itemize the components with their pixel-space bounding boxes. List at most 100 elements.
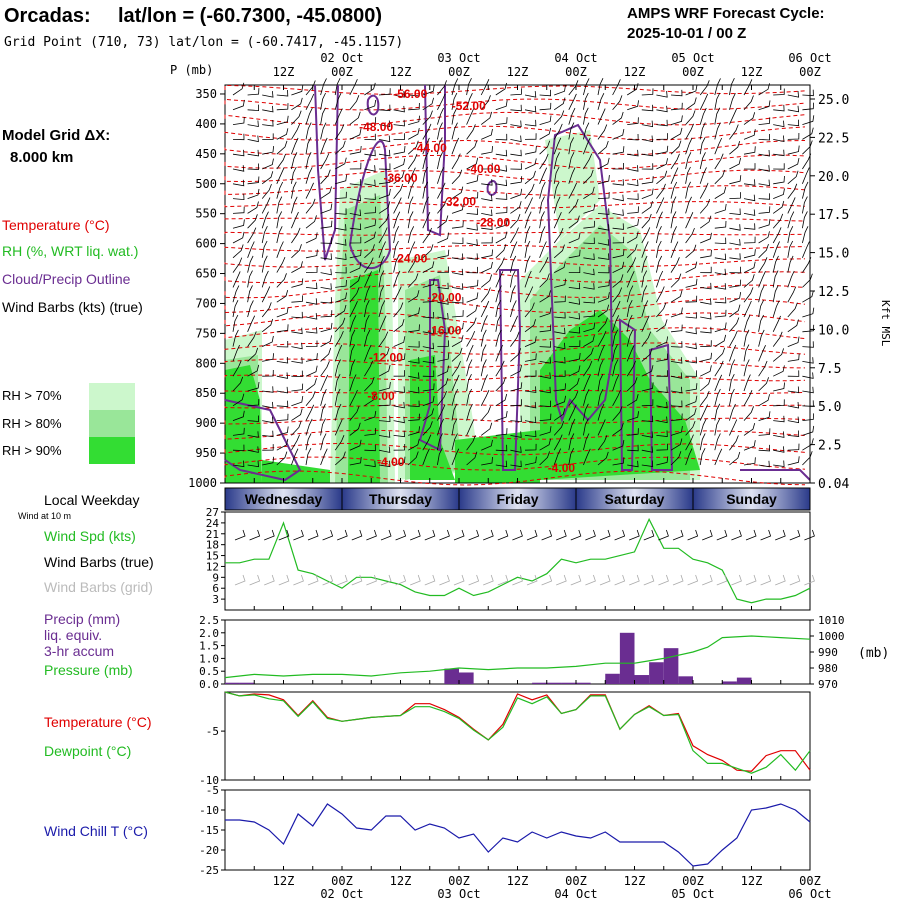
wind-barb [466,239,478,246]
wind-barb [597,93,605,110]
wind-barb [743,274,755,288]
wind-barb [393,211,401,229]
wind-barb [349,249,362,259]
wind-barb [364,149,376,157]
wind-barb [583,153,593,170]
wind-barb [714,388,721,406]
wind-barb [685,166,691,184]
wind-barb [729,239,741,246]
wind-barb [262,416,274,424]
wind-barb [335,208,347,215]
wind-barb [408,324,420,333]
weekday-bar: Wednesday Thursday Friday Saturday Sunday [224,487,811,511]
y-tick-label: -20 [199,844,219,857]
wind-barb [276,426,289,436]
wind-barb [510,213,521,229]
wind-barb [627,411,639,421]
wind-barb [539,290,551,303]
precip-bar [239,682,255,684]
wind-barb [670,451,682,466]
wind-barb [700,282,712,290]
wind-barb [700,298,712,305]
wind-barb [656,197,665,214]
wind-barb [758,271,766,288]
wind-barb [626,329,634,347]
wind-barb [641,227,651,244]
wind-barb [293,529,304,541]
wind-barb [334,330,344,347]
wind-barb [743,95,754,111]
wind-barb [408,307,420,318]
wind-barb [334,344,343,362]
wind-barb [524,240,531,258]
wind-barb [364,300,370,318]
wind-barb [247,149,259,157]
wind-barb [378,415,391,423]
wind-barb [539,400,552,408]
wind-barb [349,145,362,155]
wind-barb [497,529,509,541]
wind-barb [407,226,415,244]
wind-barb [364,329,371,347]
temperature-contour-label: -52.00 [452,99,486,113]
y-tick-label: -15 [199,824,219,837]
wind-barb [291,357,303,364]
wind-barb [614,529,626,541]
wind-barb [773,460,785,467]
wind-barb [349,128,362,140]
wind-barb [583,78,590,96]
wind-barb [627,206,639,214]
bottom-time-label: 00Z [331,874,353,888]
wind-barb [453,529,465,541]
wind-barb [773,104,785,112]
wind-barb [262,133,274,140]
wind-barb [393,119,405,127]
wind-barb [627,149,639,157]
wind-barb [349,209,362,216]
wind-barb-grid [497,574,509,586]
wind-barb [451,433,458,451]
wind-barb [378,188,391,199]
wind-barb [729,175,742,185]
wind-barb [495,300,502,318]
wind-barb [393,170,405,185]
wind-barb [716,529,728,541]
wind-barb [481,179,493,186]
wind-barb [758,133,771,141]
wind-barb [393,386,405,393]
wind-barb [335,157,347,170]
wind-barb [320,322,333,333]
wind-barb [291,434,300,451]
wind-barb [641,315,650,332]
y-tick-label: -5 [206,784,219,797]
wind-barb [291,295,303,303]
wind-barb [451,92,458,110]
wind-barb [305,137,312,155]
wind-barb [334,374,341,392]
wind-barb [670,181,678,199]
wind-barb [729,208,741,215]
wind-barb [612,163,624,170]
wind-barb [349,236,362,244]
wind-barb [466,388,472,406]
wind-barb [612,111,624,125]
wind-barb [641,241,649,258]
wind-barb [802,357,814,364]
wind-barb [232,444,245,452]
wind-barb [612,300,621,318]
wind-barb [276,153,286,170]
wind-barb [670,115,683,125]
wind-barb [731,529,742,541]
wind-barb [407,241,416,258]
height-tick-label: 17.5 [818,208,849,223]
wind-barb [539,257,549,273]
wind-barb [802,451,813,466]
wind-barb [247,364,260,377]
wind-barb [554,278,566,288]
wind-barb [612,261,625,273]
wind-barb [670,386,683,394]
wind-barb [685,420,696,436]
wind-barb [495,329,502,347]
wind-barb [612,179,624,186]
wind-barb [743,112,756,125]
